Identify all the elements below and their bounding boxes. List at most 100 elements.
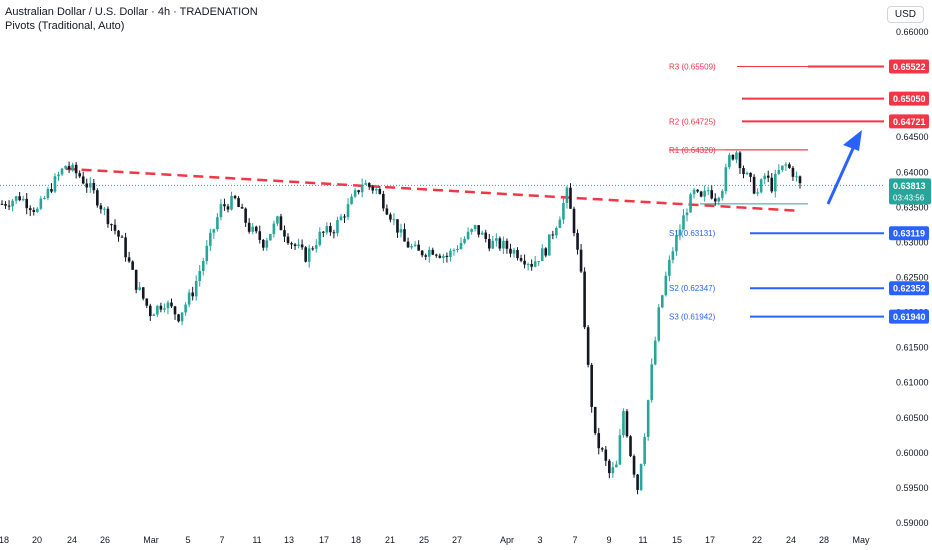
candle-body: [307, 248, 311, 262]
candle-body: [636, 474, 639, 490]
candle-body: [314, 244, 318, 249]
candle-body: [194, 281, 198, 297]
x-tick-label: 25: [419, 535, 429, 545]
candle-body: [502, 240, 505, 249]
candle-body: [226, 206, 230, 210]
currency-badge[interactable]: USD: [886, 6, 924, 23]
x-tick-label: 24: [67, 535, 77, 545]
candle-body: [106, 208, 110, 225]
candle-body: [696, 189, 699, 192]
candle-body: [46, 189, 50, 198]
candle-body: [297, 244, 300, 247]
candle-body: [138, 287, 142, 290]
candle-body: [205, 245, 209, 262]
candle-body: [166, 302, 170, 309]
candle-body: [452, 249, 456, 251]
candle-body: [435, 254, 438, 256]
pivot-axis-value: 0.65050: [893, 94, 926, 104]
candle-body: [512, 250, 516, 254]
candle-body: [498, 238, 502, 249]
candle-body: [149, 305, 152, 316]
pivot-label-r3: R3 (0.65509): [669, 62, 716, 71]
x-tick-label: 21: [385, 535, 395, 545]
candle-body: [92, 183, 96, 191]
candle-body: [558, 219, 562, 228]
candle-body: [184, 304, 187, 313]
candle-body: [788, 164, 791, 168]
candle-body: [463, 238, 466, 243]
candle-body: [339, 216, 343, 221]
indicator-label[interactable]: Pivots (Traditional, Auto): [5, 20, 125, 32]
candle-body: [110, 224, 113, 226]
candle-body: [57, 174, 60, 177]
candle-body: [74, 164, 78, 174]
candle-body: [597, 433, 601, 449]
candle-body: [173, 306, 177, 315]
candle-body: [526, 264, 530, 266]
trendline[interactable]: [65, 167, 801, 213]
candle-body: [279, 216, 283, 231]
candle-body: [364, 183, 367, 185]
candle-body: [187, 292, 191, 305]
candle-body: [120, 236, 124, 238]
candle-body: [625, 411, 629, 437]
candle-body: [223, 204, 226, 207]
x-tick-label: 18: [351, 535, 361, 545]
candle-body: [671, 251, 675, 260]
candle-body: [717, 197, 721, 202]
candle-body: [675, 235, 678, 252]
candle-body: [198, 271, 202, 282]
candle-body: [685, 212, 689, 216]
candle-body: [4, 203, 7, 206]
candle-body: [254, 226, 258, 232]
candle-body: [32, 210, 36, 212]
candle-body: [480, 232, 484, 235]
candle-body: [283, 230, 286, 237]
candle-body: [378, 188, 382, 194]
candle-body: [759, 179, 763, 193]
x-tick-label: 26: [100, 535, 110, 545]
candle-body: [579, 249, 583, 272]
candle-body: [78, 173, 81, 177]
candle-body: [103, 208, 106, 210]
candle-body: [399, 229, 403, 233]
x-tick-label: Apr: [500, 535, 514, 545]
candle-body: [466, 231, 470, 239]
candle-body: [477, 225, 480, 235]
x-tick-label: 17: [319, 535, 329, 545]
candle-body: [586, 327, 590, 365]
x-tick-label: 18: [0, 535, 9, 545]
x-tick-label: 22: [752, 535, 762, 545]
candle-body: [403, 229, 406, 242]
candle-body: [336, 220, 339, 234]
candle-body: [272, 223, 276, 235]
candle-body: [163, 308, 166, 310]
y-tick-label: 0.61000: [896, 378, 929, 388]
candle-body: [678, 229, 682, 236]
candle-body: [646, 400, 650, 437]
candle-body: [608, 460, 611, 474]
pivot-axis-tag: [889, 281, 929, 296]
candle-body: [396, 219, 399, 233]
candle-body: [329, 226, 332, 233]
y-tick-label: 0.60500: [896, 413, 929, 423]
candle-body: [692, 189, 696, 195]
pivot-label-s3: S3 (0.61942): [669, 313, 716, 322]
candle-body: [385, 208, 389, 215]
candle-body: [473, 225, 477, 230]
projection-arrow[interactable]: [826, 143, 857, 205]
candle-body: [413, 244, 417, 247]
y-tick-label: 0.60000: [896, 448, 929, 458]
candle-body: [50, 189, 53, 192]
candle-body: [134, 269, 138, 290]
candle-body: [145, 298, 149, 306]
candle-body: [682, 215, 685, 230]
candle-body: [374, 188, 378, 191]
x-tick-label: 5: [185, 535, 190, 545]
candle-body: [664, 275, 668, 296]
candle-body: [240, 207, 244, 209]
chart-title: Australian Dollar / U.S. Dollar · 4h · T…: [5, 6, 258, 18]
candle-body: [191, 292, 194, 297]
candle-body: [615, 464, 618, 468]
